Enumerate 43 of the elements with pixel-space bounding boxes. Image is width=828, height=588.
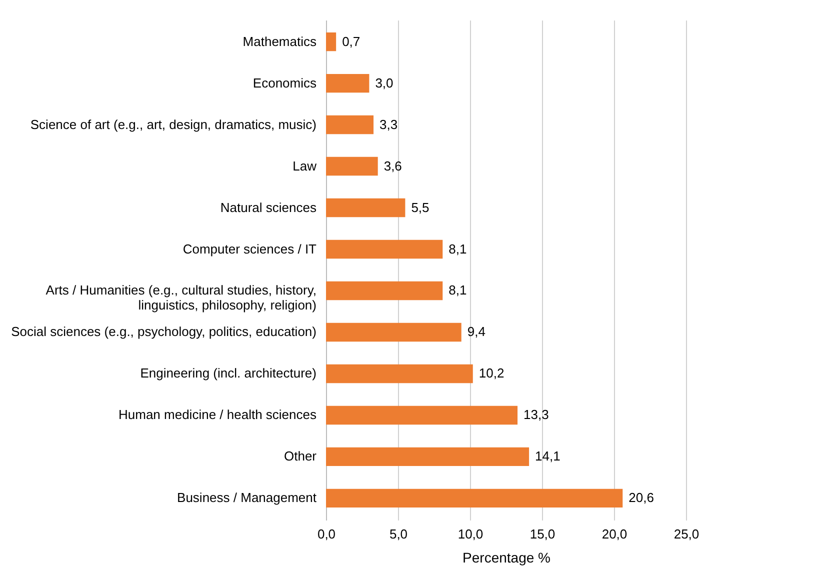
y-tick-label: Science of art (e.g., art, design, dramatics, music) xyxy=(30,116,316,132)
y-tick-label: Business / Management xyxy=(177,490,317,506)
data-label: 8,1 xyxy=(448,241,467,256)
data-label: 3,3 xyxy=(380,116,398,132)
bar xyxy=(326,198,406,218)
bar xyxy=(326,74,370,93)
bar xyxy=(326,488,623,508)
bar xyxy=(326,406,518,425)
y-tick-label: Human medicine / health sciences xyxy=(118,407,317,422)
x-tick-label: 10,0 xyxy=(458,526,484,542)
data-label: 3,6 xyxy=(384,158,402,174)
x-tick-label: 15,0 xyxy=(530,526,556,542)
bar xyxy=(326,240,443,259)
x-tick-label: 20,0 xyxy=(602,526,628,542)
data-label: 14,1 xyxy=(535,448,560,464)
bar xyxy=(326,447,530,466)
x-tick-label: 5,0 xyxy=(389,526,408,542)
y-tick-label: Other xyxy=(284,448,318,464)
data-label: 0,7 xyxy=(342,34,360,49)
y-tick-label: Social sciences (e.g., psychology, politics, education) xyxy=(11,324,316,340)
data-label: 20,6 xyxy=(628,490,654,506)
y-tick-label: Engineering (incl. architecture) xyxy=(140,366,316,381)
bar xyxy=(326,364,473,384)
data-label: 8,1 xyxy=(448,282,467,298)
x-axis-title: Percentage % xyxy=(462,550,550,566)
x-tick-label: 25,0 xyxy=(674,526,700,542)
data-label: 13,3 xyxy=(524,407,549,422)
x-tick-label: 0,0 xyxy=(317,526,336,542)
bar xyxy=(326,156,378,176)
y-tick-label: Computer sciences / IT xyxy=(182,241,317,256)
data-label: 5,5 xyxy=(411,200,430,215)
data-label: 9,4 xyxy=(467,324,486,340)
bar xyxy=(326,32,336,52)
y-tick-label: Natural sciences xyxy=(220,200,317,215)
y-tick-label: Economics xyxy=(252,75,317,90)
bar xyxy=(326,322,462,342)
bar xyxy=(326,115,374,134)
bar xyxy=(326,281,443,300)
y-tick-label: Mathematics xyxy=(242,34,317,49)
data-label: 3,0 xyxy=(375,75,394,90)
data-label: 10,2 xyxy=(478,366,504,381)
y-tick-label: Arts / Humanities (e.g., cultural studies, history, linguistics, philosophy, religion) xyxy=(46,282,316,313)
y-tick-label: Law xyxy=(292,158,318,174)
